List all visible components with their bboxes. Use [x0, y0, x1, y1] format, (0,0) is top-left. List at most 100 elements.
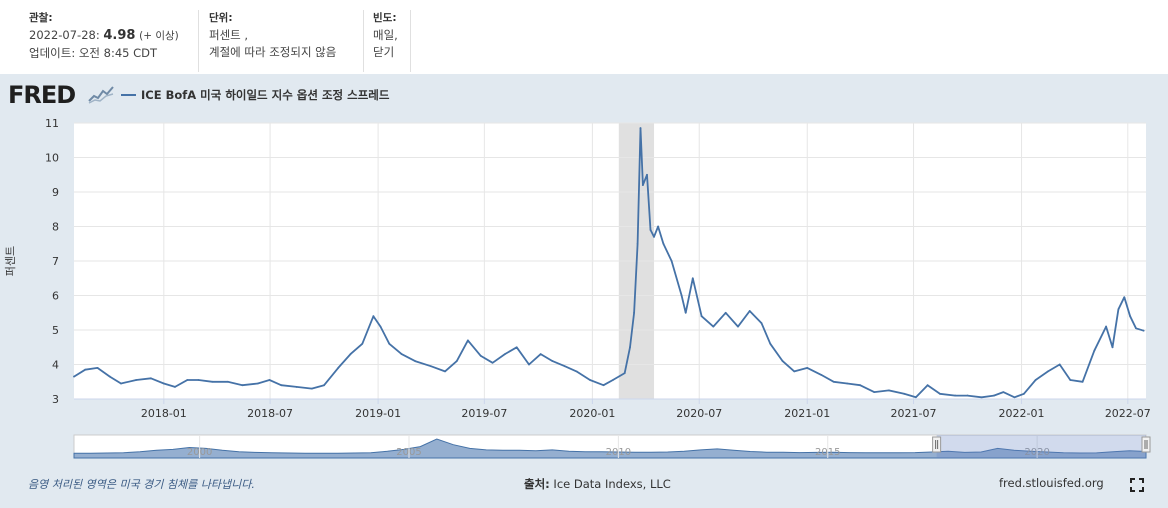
- data-point: [197, 379, 200, 381]
- fred-url[interactable]: fred.stlouisfed.org: [999, 476, 1104, 490]
- data-point: [162, 382, 165, 385]
- x-tick-label: 2020-07: [676, 407, 722, 420]
- data-point: [186, 379, 189, 381]
- meta-divider: [363, 10, 364, 72]
- y-tick-label: 5: [52, 324, 59, 337]
- data-point: [781, 360, 784, 362]
- navigator-selection[interactable]: [936, 435, 1146, 458]
- data-point: [226, 380, 229, 383]
- data-point: [1013, 396, 1016, 399]
- data-point: [820, 373, 823, 376]
- data-point: [388, 342, 391, 345]
- data-point: [337, 367, 340, 369]
- x-tick-label: 2021-01: [784, 407, 830, 420]
- data-point: [914, 396, 917, 399]
- data-point: [361, 342, 364, 345]
- data-point: [1142, 329, 1145, 332]
- data-point: [636, 242, 639, 245]
- data-point: [966, 394, 969, 397]
- data-point: [629, 346, 631, 349]
- fred-logo-chart-icon: [88, 84, 114, 104]
- fred-logo[interactable]: FRED: [8, 81, 76, 109]
- observation-line: 2022-07-28: 4.98 (+ 이상): [29, 27, 179, 45]
- source-credit: 출처: Ice Data Indexs, LLC: [524, 476, 671, 492]
- frequency-label: 빈도:: [373, 12, 397, 24]
- data-point: [993, 394, 995, 397]
- data-point: [700, 315, 703, 318]
- y-tick-label: 7: [52, 255, 59, 268]
- y-tick-label: 9: [52, 186, 59, 199]
- data-point: [769, 342, 772, 345]
- data-point: [859, 384, 861, 387]
- data-point: [96, 367, 99, 369]
- data-point: [1093, 349, 1096, 352]
- data-point: [1105, 325, 1107, 328]
- data-point: [528, 363, 530, 366]
- data-point: [623, 372, 626, 375]
- data-point: [680, 294, 683, 297]
- units-block: 단위: 퍼센트 , 계절에 따라 조정되지 않음: [209, 10, 336, 61]
- navigator-year-label: 2005: [396, 447, 421, 458]
- source-label: 출처:: [524, 477, 550, 491]
- data-point: [120, 382, 122, 385]
- data-point: [954, 394, 957, 397]
- range-navigator[interactable]: 2000 2005 2010 2015 2020: [73, 434, 1151, 459]
- data-point: [551, 360, 554, 362]
- frequency-line-2: 닫기: [373, 45, 395, 59]
- data-point: [280, 384, 283, 387]
- data-point: [612, 379, 614, 381]
- data-point: [903, 392, 906, 395]
- data-point: [444, 370, 446, 373]
- observation-block: 관찰: 2022-07-28: 4.98 (+ 이상) 업데이트: 오전 8:4…: [29, 10, 179, 62]
- data-point: [150, 377, 152, 380]
- data-point: [455, 360, 458, 362]
- frequency-line-1: 매일,: [373, 28, 398, 42]
- data-point: [1047, 370, 1049, 373]
- x-tick-label: 2020-01: [569, 407, 615, 420]
- chart-legend: ICE BofA 미국 하이일드 지수 옵션 조정 스프레드: [121, 87, 389, 103]
- fullscreen-icon[interactable]: [1130, 478, 1144, 492]
- data-point: [479, 354, 482, 357]
- data-point: [539, 353, 542, 356]
- data-point: [73, 375, 75, 378]
- data-point: [641, 184, 644, 186]
- data-point: [670, 260, 673, 262]
- navigator-year-label: 2010: [606, 447, 631, 458]
- data-point: [414, 360, 416, 362]
- updated-time: 업데이트: 오전 8:45 CDT: [29, 46, 158, 60]
- data-point: [295, 386, 298, 388]
- data-point: [589, 379, 591, 381]
- x-tick-label: 2019-01: [355, 407, 401, 420]
- x-tick-label: 2021-07: [891, 407, 937, 420]
- data-point: [737, 325, 739, 328]
- data-point: [653, 235, 655, 238]
- data-point: [1058, 363, 1061, 366]
- series-meta-bar: 관찰: 2022-07-28: 4.98 (+ 이상) 업데이트: 오전 8:4…: [0, 0, 1168, 74]
- data-point: [372, 315, 375, 318]
- navigator-year-label: 2015: [815, 447, 840, 458]
- units-line-2: 계절에 따라 조정되지 않음: [209, 45, 337, 59]
- data-point: [268, 379, 271, 381]
- data-point: [575, 370, 578, 373]
- units-line-1: 퍼센트 ,: [209, 28, 249, 42]
- data-point: [84, 368, 87, 371]
- data-point: [515, 346, 518, 349]
- legend-series-name: ICE BofA 미국 하이일드 지수 옵션 조정 스프레드: [141, 88, 390, 102]
- recession-note: 음영 처리된 영역은 미국 경기 침체를 나타냅니다.: [28, 478, 255, 491]
- meta-divider: [198, 10, 199, 72]
- source-value: Ice Data Indexs, LLC: [553, 477, 671, 491]
- navigator-handle[interactable]: [1141, 436, 1151, 453]
- data-point: [467, 339, 469, 342]
- data-point: [832, 380, 835, 383]
- data-point: [108, 375, 111, 378]
- data-point: [1129, 315, 1132, 318]
- data-point: [939, 392, 941, 395]
- navigator-handle[interactable]: [932, 436, 942, 453]
- data-point: [724, 311, 727, 314]
- data-point: [1111, 346, 1114, 349]
- navigator-year-label: 2020: [1024, 447, 1049, 458]
- data-point: [846, 382, 849, 385]
- data-point: [873, 391, 876, 393]
- y-tick-label: 11: [45, 117, 59, 130]
- x-tick-label: 2018-01: [141, 407, 187, 420]
